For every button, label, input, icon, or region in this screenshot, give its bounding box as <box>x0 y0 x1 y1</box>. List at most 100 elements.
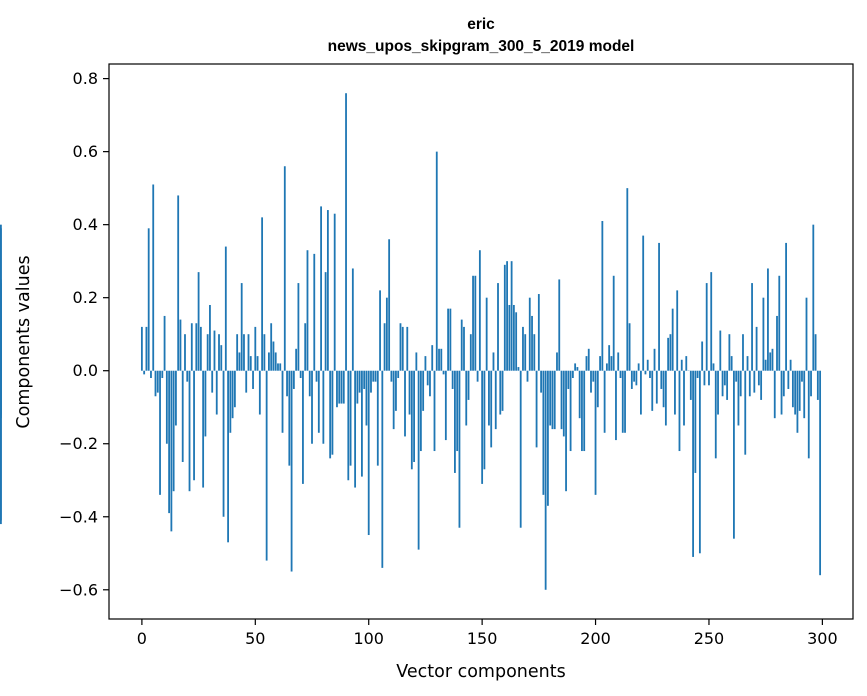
bar-42 <box>236 334 239 371</box>
bar-112 <box>395 370 397 411</box>
bar-71 <box>302 370 304 484</box>
bar-97 <box>361 370 363 477</box>
bar-171 <box>528 297 531 371</box>
bar-188 <box>567 370 570 389</box>
bar-25 <box>197 272 200 371</box>
bar-162 <box>508 304 511 371</box>
bar-182 <box>553 370 556 430</box>
bar-280 <box>776 315 778 371</box>
bar-158 <box>499 370 502 415</box>
bar-191 <box>574 363 577 371</box>
bar-0 <box>140 326 143 371</box>
bar-126 <box>426 370 429 386</box>
bar-7 <box>156 370 159 393</box>
bar-215 <box>628 323 631 371</box>
bar-299 <box>819 370 822 576</box>
bar-219 <box>637 363 640 371</box>
bar-250 <box>708 370 710 386</box>
bar-89 <box>342 370 345 404</box>
bar-178 <box>544 370 547 590</box>
bar-211 <box>619 370 622 379</box>
bar-36 <box>222 370 225 517</box>
bar-274 <box>762 297 765 371</box>
bar-196 <box>585 356 588 371</box>
bar-231 <box>664 370 667 426</box>
bar-6 <box>154 370 157 397</box>
bar-238 <box>680 359 683 371</box>
bar-29 <box>206 334 209 371</box>
bar-239 <box>683 370 685 426</box>
x-tick-label: 150 <box>467 629 498 648</box>
bar-120 <box>413 370 415 462</box>
bar-90 <box>345 93 347 371</box>
bar-74 <box>308 370 311 397</box>
bar-43 <box>238 352 241 371</box>
bar-17 <box>179 319 182 371</box>
bar-128 <box>431 345 434 371</box>
bar-49 <box>252 370 254 389</box>
bar-61 <box>279 363 282 371</box>
bar-5 <box>152 184 155 371</box>
bar-168 <box>522 326 524 371</box>
bar-22 <box>190 323 193 371</box>
bar-248 <box>703 370 706 386</box>
bar-166 <box>517 367 520 371</box>
bar-194 <box>581 370 583 452</box>
bar-137 <box>451 370 454 389</box>
bar-59 <box>274 352 277 371</box>
bar-253 <box>714 370 717 459</box>
bar-254 <box>717 370 719 415</box>
bar-288 <box>794 370 797 415</box>
bar-84 <box>331 370 334 455</box>
bar-107 <box>383 323 386 371</box>
bar-45 <box>243 334 245 371</box>
bar-91 <box>347 370 350 481</box>
bar-44 <box>240 283 243 371</box>
bar-19 <box>184 334 186 371</box>
bar-187 <box>565 370 567 492</box>
bar-134 <box>444 370 447 441</box>
bar-281 <box>778 275 781 371</box>
bar-269 <box>751 283 753 371</box>
bar-189 <box>569 370 572 452</box>
bar-138 <box>454 370 456 473</box>
bar-289 <box>796 370 799 433</box>
y-tick-label: 0.8 <box>73 69 98 88</box>
bar-13 <box>170 370 173 532</box>
bars-group <box>0 93 822 590</box>
bar-201 <box>596 370 599 408</box>
y-tick-label: −0.6 <box>59 580 98 599</box>
bar-10 <box>163 315 166 371</box>
bar-1 <box>143 370 146 375</box>
bar-174 <box>535 370 538 448</box>
bar-153 <box>488 370 490 426</box>
bar-104 <box>376 370 379 466</box>
bar-73 <box>306 250 309 371</box>
bar-146 <box>472 275 474 371</box>
bar-268 <box>748 370 751 397</box>
bar-70 <box>299 370 302 379</box>
bar-135 <box>447 308 450 371</box>
bar-87 <box>338 370 341 404</box>
bar-129 <box>433 370 436 452</box>
bar-278 <box>771 348 774 371</box>
bar-263 <box>737 370 740 426</box>
bar-226 <box>653 348 656 371</box>
bar-264 <box>739 370 742 397</box>
bar-217 <box>633 370 636 382</box>
bar-259 <box>728 334 731 371</box>
bar-276 <box>767 268 769 371</box>
bar-208 <box>612 275 615 371</box>
bar-294 <box>807 370 810 459</box>
bar-127 <box>429 370 431 397</box>
bar-24 <box>195 323 198 371</box>
x-tick-label: 300 <box>807 629 838 648</box>
bar-270 <box>753 370 756 393</box>
bar-54 <box>263 334 266 371</box>
bar-213 <box>624 370 626 433</box>
bar-116 <box>404 370 406 437</box>
bar-266 <box>744 370 747 455</box>
bar-100 <box>367 370 370 536</box>
